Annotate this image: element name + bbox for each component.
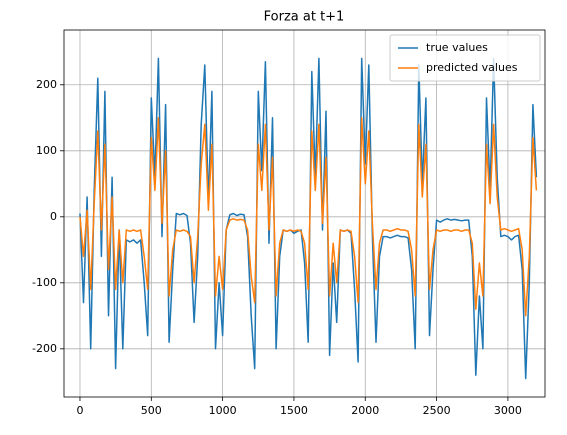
x-tick-label: 1500: [280, 404, 308, 417]
y-tick-label: -200: [32, 342, 57, 355]
x-tick-label: 2500: [423, 404, 451, 417]
legend-label: true values: [426, 41, 488, 54]
y-tick-label: 0: [50, 210, 57, 223]
x-tick-label: 0: [76, 404, 83, 417]
x-tick-label: 2000: [351, 404, 379, 417]
data-line: [79, 117, 538, 317]
legend-box: [389, 34, 541, 82]
plot-frame: [63, 29, 546, 398]
y-tick-label: 100: [36, 144, 57, 157]
x-tick-label: 1000: [209, 404, 237, 417]
y-tick-label: 200: [36, 78, 57, 91]
chart-title: Forza at t+1: [264, 10, 345, 25]
legend-label: predicted values: [426, 61, 518, 74]
data-line: [79, 57, 538, 380]
y-tick-label: -100: [32, 276, 57, 289]
x-tick-label: 500: [141, 404, 162, 417]
x-tick-label: 3000: [494, 404, 522, 417]
